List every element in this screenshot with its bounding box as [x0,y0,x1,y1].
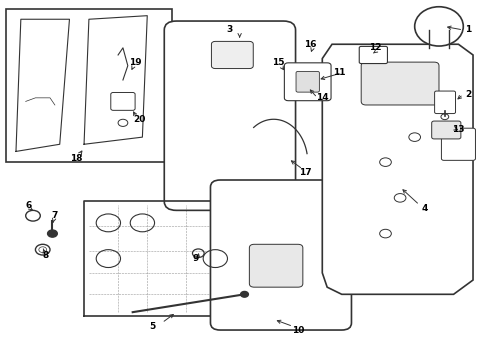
FancyBboxPatch shape [284,63,330,101]
FancyBboxPatch shape [211,41,253,68]
Text: 20: 20 [133,115,145,124]
FancyBboxPatch shape [210,180,351,330]
Text: 14: 14 [315,93,328,102]
Text: 1: 1 [464,26,470,35]
Text: 18: 18 [70,154,83,163]
Text: 5: 5 [149,322,155,331]
FancyBboxPatch shape [295,71,319,92]
Text: 10: 10 [291,325,304,334]
FancyBboxPatch shape [164,21,295,210]
FancyBboxPatch shape [111,93,135,111]
Text: 13: 13 [451,126,464,135]
Text: 17: 17 [298,168,311,177]
FancyBboxPatch shape [431,121,460,139]
Bar [6,9,171,162]
Text: 3: 3 [226,26,233,35]
FancyBboxPatch shape [434,91,455,113]
Circle shape [47,230,57,237]
Text: 7: 7 [52,211,58,220]
PathPatch shape [322,44,472,294]
Text: 19: 19 [128,58,141,67]
Text: 8: 8 [42,251,48,260]
Text: 6: 6 [25,201,31,210]
FancyBboxPatch shape [359,46,386,64]
Text: 15: 15 [272,58,284,67]
Text: 11: 11 [332,68,345,77]
Text: 4: 4 [420,204,427,213]
FancyBboxPatch shape [249,244,302,287]
FancyBboxPatch shape [441,128,474,160]
Circle shape [240,292,248,297]
Text: 2: 2 [464,90,470,99]
Text: 9: 9 [192,254,199,263]
Ellipse shape [414,7,462,46]
FancyBboxPatch shape [361,62,438,105]
Text: 12: 12 [369,43,381,52]
Text: 16: 16 [303,40,316,49]
